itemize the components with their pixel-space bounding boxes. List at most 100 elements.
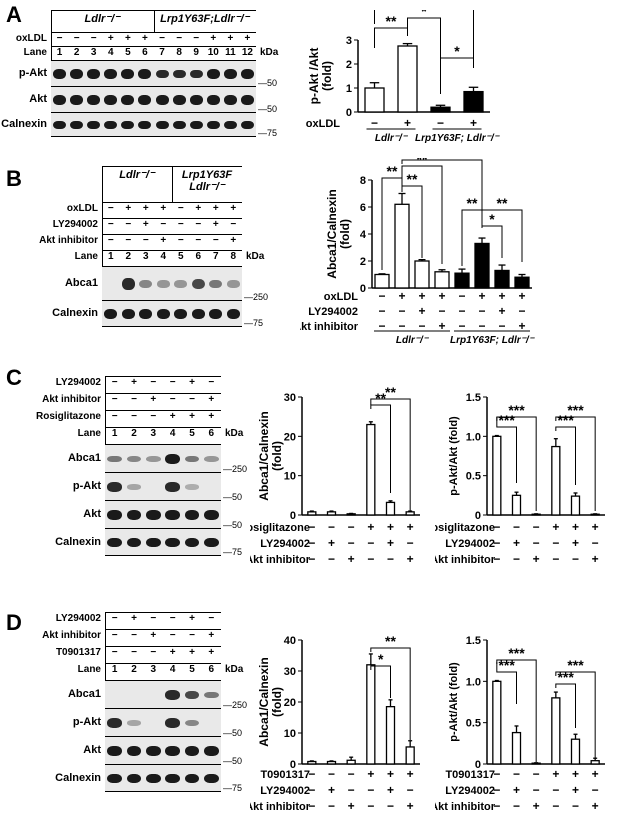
blot-band	[87, 69, 101, 79]
blot-band	[189, 95, 203, 105]
blot-row-value: +	[244, 33, 251, 44]
blot-row-line	[105, 629, 221, 630]
y-tick-label: 0	[290, 510, 296, 522]
blot-row-value: −	[230, 219, 237, 230]
blot-band	[223, 95, 237, 105]
blot-band	[139, 309, 153, 319]
significance-marker: *	[421, 10, 427, 19]
blot-band	[126, 537, 142, 548]
treatment-label: Rosiglitazone	[250, 522, 310, 534]
treatment-value: −	[572, 799, 579, 812]
blot-frame-bottom	[51, 136, 256, 137]
blot-band	[184, 484, 200, 490]
band-label: Abca1	[67, 688, 101, 700]
blot-band	[139, 280, 153, 288]
blot-row-value: −	[56, 33, 63, 44]
blot-row-line	[102, 218, 242, 219]
chart-panel-c-abca1: 0 10 20 30 Abca1/Calnexin(fold) Rosiglitazone…	[250, 384, 420, 566]
y-tick-label: 0	[475, 510, 481, 522]
treatment-label: LY294002	[260, 538, 310, 550]
blot-row-value: −	[111, 613, 118, 624]
treatment-value: +	[407, 799, 414, 812]
blot-band	[156, 280, 170, 288]
blot-band-strip	[105, 708, 221, 737]
bar	[385, 501, 396, 516]
treatment-label: T0901317	[445, 769, 495, 781]
kda-marker: —75	[244, 318, 264, 328]
blot-row-value: 3	[150, 428, 157, 439]
treatment-value: −	[513, 552, 520, 566]
chart-panel-c-pakt: 00.51.01.5p-Akt/Akt (fold)Rosiglitazone−…	[435, 392, 605, 566]
treatment-value: +	[592, 520, 599, 534]
blot-row-value: 8	[230, 251, 237, 262]
bar	[511, 494, 522, 516]
treatment-value: −	[592, 783, 599, 797]
treatment-value: −	[438, 304, 445, 318]
bar	[366, 664, 376, 765]
blot-row-line	[51, 32, 256, 33]
group-label: Ldlr⁻/⁻	[396, 335, 430, 346]
blot-row-value: +	[107, 33, 114, 44]
significance-marker: ***	[498, 412, 515, 428]
significance-marker: *	[439, 158, 445, 161]
treatment-value: −	[533, 783, 540, 797]
kda-marker: —250	[223, 700, 248, 710]
bar	[307, 511, 317, 516]
blot-band	[121, 309, 135, 319]
blot-band	[145, 537, 161, 548]
treatment-value: −	[592, 536, 599, 550]
blot-group-divider	[153, 10, 155, 32]
treatment-value: −	[552, 536, 559, 550]
blot-row-value: −	[125, 219, 132, 230]
blot-row-value: −	[111, 630, 118, 641]
blot-row-value: +	[131, 377, 137, 388]
blot-band	[165, 454, 180, 464]
treatment-value: −	[367, 799, 374, 812]
treatment-label: LY294002	[260, 785, 310, 797]
band-label: Calnexin	[52, 307, 98, 319]
y-axis-label: p-Akt/Akt (fold)	[448, 662, 460, 742]
blot-row-value: 9	[193, 47, 199, 58]
kda-marker: —75	[223, 547, 243, 557]
panel-label-a: A	[6, 2, 22, 27]
blot-row-value: +	[230, 235, 237, 246]
blot-row-line	[105, 663, 221, 664]
blot-row-value: +	[142, 203, 149, 214]
blot-band	[155, 69, 169, 79]
blot-band-strip	[51, 112, 256, 137]
kda-marker: —50	[223, 492, 243, 502]
blot-row-label: Lane	[74, 251, 98, 262]
blot-band	[138, 120, 152, 130]
blot-group-label: Ldlr⁻/⁻	[119, 169, 155, 181]
treatment-value: +	[438, 289, 445, 303]
treatment-value: −	[493, 799, 500, 812]
kda-marker: —75	[223, 783, 243, 793]
significance-marker: **	[387, 163, 398, 179]
band-label: p-Akt	[72, 480, 101, 492]
bar	[385, 706, 396, 765]
y-tick-label: 0	[346, 107, 352, 119]
blot-band	[107, 455, 122, 463]
kda-label: kDa	[225, 664, 244, 675]
blot-row-value: 5	[125, 47, 131, 58]
blot-band	[121, 278, 135, 290]
blot-band	[226, 280, 240, 288]
treatment-value: +	[348, 799, 355, 812]
bar	[492, 680, 502, 765]
treatment-value: −	[458, 319, 465, 333]
treatment-value: +	[572, 536, 579, 550]
blot-row-label: LY294002	[55, 377, 101, 388]
kda-marker: —50	[258, 104, 278, 114]
treatment-label: LY294002	[445, 785, 495, 797]
treatment-value: −	[513, 767, 520, 781]
blot-row-value: +	[208, 394, 215, 405]
panel-label-c: C	[6, 365, 22, 390]
blot-band	[203, 510, 219, 520]
bar	[463, 90, 484, 113]
treatment-value: +	[478, 289, 485, 303]
blot-row-value: 12	[241, 47, 253, 58]
blot-band	[191, 309, 205, 319]
treatment-label: oxLDL	[306, 118, 341, 130]
blot-band-strip	[105, 680, 221, 709]
treatment-value: −	[308, 783, 315, 797]
